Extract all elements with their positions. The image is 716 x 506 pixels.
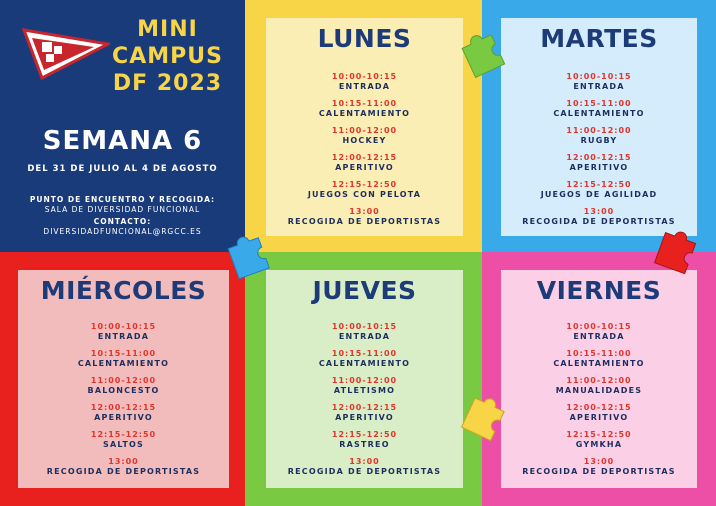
slot-time: 12:00-12:15 (566, 403, 632, 412)
day-title-miercoles: MIÉRCOLES (40, 276, 207, 305)
slot-time: 10:15-11:00 (331, 349, 398, 358)
slot-activity: ENTRADA (338, 332, 391, 341)
slot-activity: RECOGIDA DE DEPORTISTAS (522, 217, 676, 226)
info-panel: MINI CAMPUS DF 2023 SEMANA 6 DEL 31 DE J… (0, 0, 245, 252)
slot-time: 13:00 (108, 457, 139, 466)
campus-title-line-2: CAMPUS (112, 44, 223, 69)
slot-activity: MANUALIDADES (555, 386, 643, 395)
meeting-point-label: PUNTO DE ENCUENTRO Y RECOGIDA: (29, 195, 216, 204)
slot-activity: HOCKEY (342, 136, 387, 145)
schedule-list: 10:00-10:15 ENTRADA 10:15-11:00 CALENTAM… (266, 322, 463, 477)
slot-time: 10:00-10:15 (331, 72, 398, 81)
week-dates: DEL 31 DE JULIO AL 4 DE AGOSTO (27, 164, 218, 174)
slot-activity: CALENTAMIENTO (318, 109, 411, 118)
slot-time: 10:15-11:00 (90, 349, 157, 358)
schedule-list: 10:00-10:15 ENTRADA 10:15-11:00 CALENTAM… (501, 72, 697, 227)
slot-time: 12:15-12:50 (331, 180, 398, 189)
slot-time: 10:15-11:00 (566, 99, 632, 108)
slot-activity: CALENTAMIENTO (77, 359, 170, 368)
campus-title: MINI CAMPUS DF 2023 (100, 16, 235, 97)
day-title-lunes: LUNES (317, 24, 412, 53)
green-puzzle-piece-icon (461, 34, 506, 78)
slot-time: 12:00-12:15 (90, 403, 157, 412)
slot-activity: CALENTAMIENTO (553, 109, 645, 118)
slot-time: 12:15-12:50 (566, 180, 632, 189)
schedule-list: 10:00-10:15 ENTRADA 10:15-11:00 CALENTAM… (266, 72, 463, 227)
day-card-miercoles: MIÉRCOLES 10:00-10:15 ENTRADA 10:15-11:0… (18, 270, 229, 488)
slot-activity: ENTRADA (573, 332, 625, 341)
schedule-list: 10:00-10:15 ENTRADA 10:15-11:00 CALENTAM… (18, 322, 229, 477)
slot-activity: CALENTAMIENTO (318, 359, 411, 368)
meeting-point: PUNTO DE ENCUENTRO Y RECOGIDA: SALA DE D… (0, 195, 245, 215)
slot-activity: RASTREO (339, 440, 390, 449)
red-puzzle-piece-icon (653, 231, 697, 275)
campus-title-line-3: DF 2023 (112, 71, 223, 96)
slot-time: 11:00-12:00 (331, 376, 398, 385)
slot-time: 11:00-12:00 (566, 126, 632, 135)
slot-time: 12:15-12:50 (90, 430, 157, 439)
slot-time: 10:00-10:15 (331, 322, 398, 331)
day-card-jueves: JUEVES 10:00-10:15 ENTRADA 10:15-11:00 C… (266, 270, 463, 488)
day-card-martes: MARTES 10:00-10:15 ENTRADA 10:15-11:00 C… (501, 18, 697, 236)
slot-time: 10:15-11:00 (566, 349, 632, 358)
slot-time: 10:15-11:00 (331, 99, 398, 108)
slot-time: 12:00-12:15 (331, 403, 398, 412)
slot-activity: RUGBY (580, 136, 618, 145)
slot-activity: CALENTAMIENTO (553, 359, 645, 368)
slot-time: 12:15-12:50 (331, 430, 398, 439)
slot-activity: ATLETISMO (333, 386, 396, 395)
yellow-puzzle-piece-icon (460, 397, 505, 442)
campus-title-line-1: MINI (137, 17, 198, 42)
slot-activity: APERITIVO (94, 413, 153, 422)
meeting-point-place: SALA DE DIVERSIDAD FUNCIONAL (44, 205, 201, 214)
day-title-jueves: JUEVES (312, 276, 417, 305)
slot-activity: JUEGOS CON PELOTA (307, 190, 422, 199)
slot-activity: ENTRADA (338, 82, 391, 91)
slot-activity: SALTOS (103, 440, 144, 449)
schedule-list: 10:00-10:15 ENTRADA 10:15-11:00 CALENTAM… (501, 322, 697, 477)
slot-time: 13:00 (349, 457, 380, 466)
slot-time: 11:00-12:00 (90, 376, 157, 385)
day-card-lunes: LUNES 10:00-10:15 ENTRADA 10:15-11:00 CA… (266, 18, 463, 236)
slot-time: 13:00 (583, 207, 615, 216)
day-title-viernes: VIERNES (536, 276, 662, 305)
slot-time: 10:00-10:15 (566, 72, 632, 81)
slot-time: 12:00-12:15 (331, 153, 398, 162)
club-flag-logo-icon (22, 28, 110, 80)
contact-email: DIVERSIDADFUNCIONAL@RGCC.ES (43, 227, 202, 236)
day-title-martes: MARTES (540, 24, 658, 53)
slot-time: 12:00-12:15 (566, 153, 632, 162)
slot-activity: RECOGIDA DE DEPORTISTAS (522, 467, 676, 476)
slot-activity: APERITIVO (569, 413, 629, 422)
slot-time: 13:00 (583, 457, 615, 466)
slot-activity: ENTRADA (573, 82, 625, 91)
slot-time: 13:00 (349, 207, 380, 216)
slot-activity: APERITIVO (335, 163, 394, 172)
slot-activity: BALONCESTO (87, 386, 160, 395)
week-title: SEMANA 6 (42, 126, 203, 156)
contact-label: CONTACTO: (93, 217, 152, 226)
contact-info: CONTACTO: DIVERSIDADFUNCIONAL@RGCC.ES (0, 217, 245, 237)
blue-puzzle-piece-icon (227, 236, 270, 280)
slot-activity: JUEGOS DE AGILIDAD (540, 190, 658, 199)
day-card-viernes: VIERNES 10:00-10:15 ENTRADA 10:15-11:00 … (501, 270, 697, 488)
slot-time: 11:00-12:00 (566, 376, 632, 385)
slot-activity: GYMKHA (575, 440, 623, 449)
slot-activity: RECOGIDA DE DEPORTISTAS (287, 217, 442, 226)
slot-time: 11:00-12:00 (331, 126, 398, 135)
slot-activity: APERITIVO (335, 413, 394, 422)
slot-activity: ENTRADA (97, 332, 150, 341)
slot-time: 10:00-10:15 (566, 322, 632, 331)
slot-activity: RECOGIDA DE DEPORTISTAS (287, 467, 442, 476)
slot-time: 10:00-10:15 (90, 322, 157, 331)
slot-activity: APERITIVO (569, 163, 629, 172)
slot-activity: RECOGIDA DE DEPORTISTAS (46, 467, 201, 476)
slot-time: 12:15-12:50 (566, 430, 632, 439)
